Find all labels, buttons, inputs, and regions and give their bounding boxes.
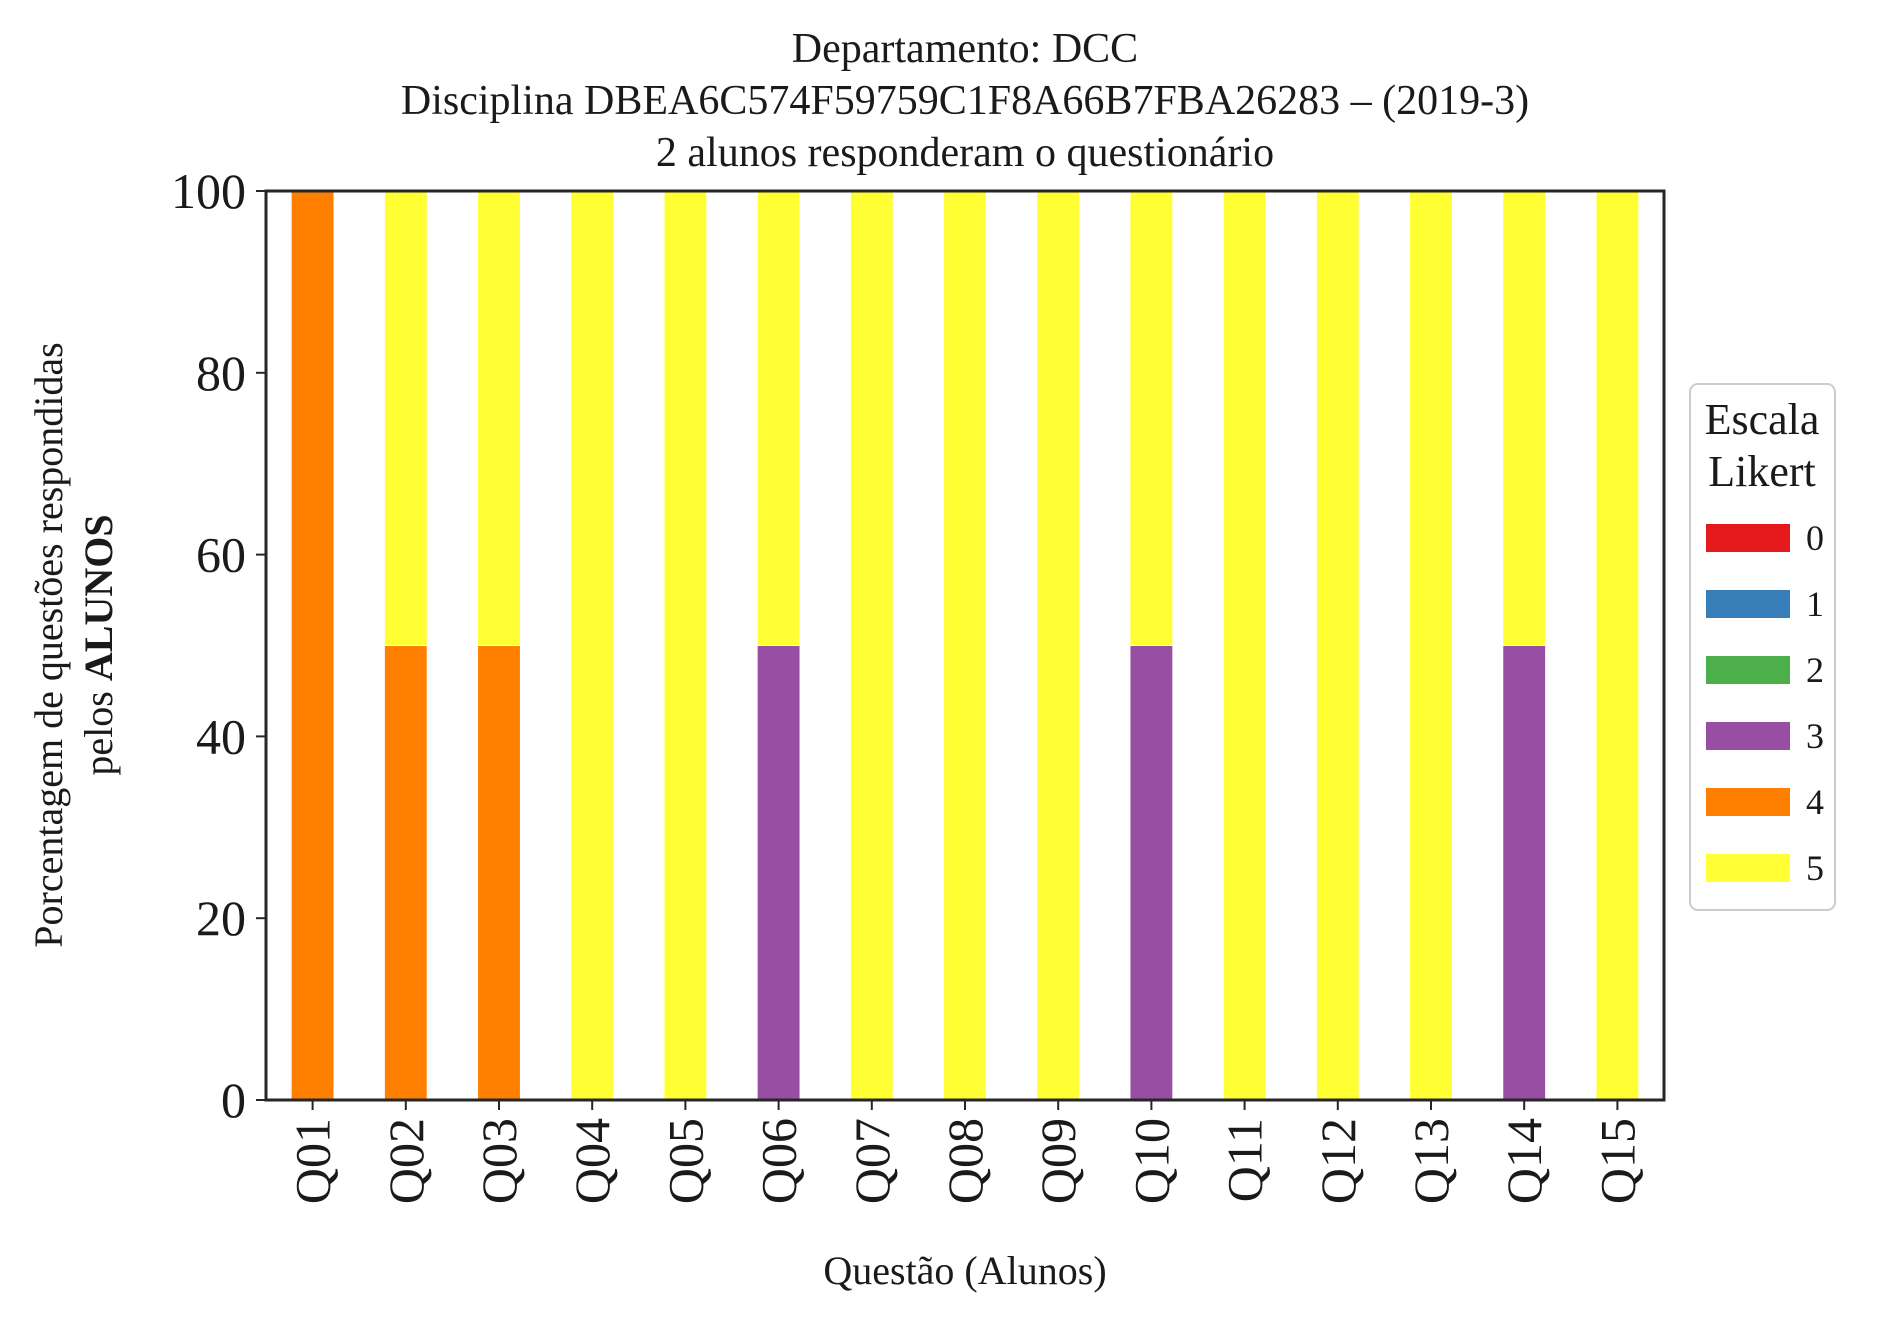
x-tick-label-q02: Q02 [378, 1118, 434, 1204]
bar-q02-likert-4 [383, 645, 428, 1101]
bar-q14-likert-5 [1502, 190, 1547, 646]
y-tick-label: 80 [196, 345, 246, 401]
legend-swatch-3 [1706, 722, 1790, 750]
y-tick-label: 0 [221, 1072, 246, 1128]
legend-items: 0 1 2 3 4 5 [1706, 518, 1824, 888]
bar-q07-likert-5 [849, 190, 894, 1101]
y-axis-label: Porcentagem de questões respondidas pelo… [26, 342, 121, 947]
y-axis-label-bold: ALUNOS [76, 514, 121, 681]
bar-segments [290, 190, 1640, 1101]
y-axis-label-line-2: pelos ALUNOS [76, 514, 121, 775]
x-axis-label: Questão (Alunos) [823, 1248, 1106, 1293]
x-tick-label-q10: Q10 [1123, 1118, 1179, 1204]
bar-q06-likert-3 [756, 645, 801, 1101]
legend-swatch-5 [1706, 854, 1790, 882]
legend-swatch-4 [1706, 788, 1790, 816]
legend-label-3: 3 [1806, 716, 1824, 756]
legend-box [1689, 383, 1836, 911]
legend-swatch-2 [1706, 656, 1790, 684]
legend-swatch-0 [1706, 524, 1790, 552]
y-axis-ticks: 0 20 40 60 80 100 [171, 163, 266, 1128]
x-tick-label-q06: Q06 [751, 1118, 807, 1204]
bar-q06-likert-5 [756, 190, 801, 646]
chart-title-line-3: 2 alunos responderam o questionário [656, 130, 1274, 176]
x-tick-label-q07: Q07 [844, 1118, 900, 1204]
bar-q10-likert-3 [1129, 645, 1174, 1101]
y-tick-label: 20 [196, 890, 246, 946]
legend-label-1: 1 [1806, 584, 1824, 624]
x-tick-label-q09: Q09 [1030, 1118, 1086, 1204]
x-tick-label-q12: Q12 [1310, 1118, 1366, 1204]
legend-title-line-2: Likert [1708, 447, 1816, 496]
legend: Escala Likert 0 1 2 3 4 5 [1689, 383, 1836, 911]
x-tick-label-q14: Q14 [1496, 1118, 1552, 1204]
x-tick-label-q08: Q08 [937, 1118, 993, 1204]
legend-label-5: 5 [1806, 848, 1824, 888]
chart-title-line-1: Departamento: DCC [792, 26, 1138, 72]
legend-label-0: 0 [1806, 518, 1824, 558]
x-tick-label-q03: Q03 [471, 1118, 527, 1204]
bar-q02-likert-5 [383, 190, 428, 646]
legend-label-2: 2 [1806, 650, 1824, 690]
chart-title-line-2: Disciplina DBEA6C574F59759C1F8A66B7FBA26… [401, 78, 1529, 124]
x-tick-label-q13: Q13 [1403, 1118, 1459, 1204]
x-tick-label-q01: Q01 [285, 1118, 341, 1204]
bar-q03-likert-4 [477, 645, 521, 1101]
y-tick-label: 100 [171, 163, 246, 219]
y-axis-label-line-1: Porcentagem de questões respondidas [26, 342, 71, 947]
legend-swatch-1 [1706, 590, 1790, 618]
x-tick-label-q11: Q11 [1217, 1118, 1273, 1202]
bar-q13-likert-5 [1409, 190, 1453, 1101]
x-axis-ticks: Q01 Q02 Q03 Q04 Q05 Q06 Q07 Q08 Q09 Q10 Q11 Q12 Q13 Q… [285, 1100, 1645, 1204]
bar-q01-likert-4 [290, 190, 335, 1101]
x-tick-label-q15: Q15 [1589, 1118, 1645, 1204]
bar-q09-likert-5 [1036, 190, 1081, 1101]
y-tick-label: 60 [196, 527, 246, 583]
bar-q05-likert-5 [663, 190, 708, 1101]
x-tick-label-q04: Q04 [564, 1118, 620, 1204]
bar-q10-likert-5 [1129, 190, 1174, 646]
bar-q14-likert-3 [1502, 645, 1547, 1101]
bar-q04-likert-5 [570, 190, 615, 1101]
x-tick-label-q05: Q05 [657, 1118, 713, 1204]
bar-q11-likert-5 [1222, 190, 1267, 1101]
y-tick-label: 40 [196, 708, 246, 764]
y-axis-label-prefix: pelos [76, 681, 121, 775]
legend-title-line-1: Escala [1705, 395, 1820, 444]
bar-q03-likert-5 [477, 190, 521, 646]
bar-q15-likert-5 [1595, 190, 1640, 1101]
bar-q12-likert-5 [1315, 190, 1360, 1101]
chart-title: Departamento: DCC Disciplina DBEA6C574F5… [401, 26, 1529, 176]
bar-q08-likert-5 [943, 190, 987, 1101]
legend-label-4: 4 [1806, 782, 1824, 822]
